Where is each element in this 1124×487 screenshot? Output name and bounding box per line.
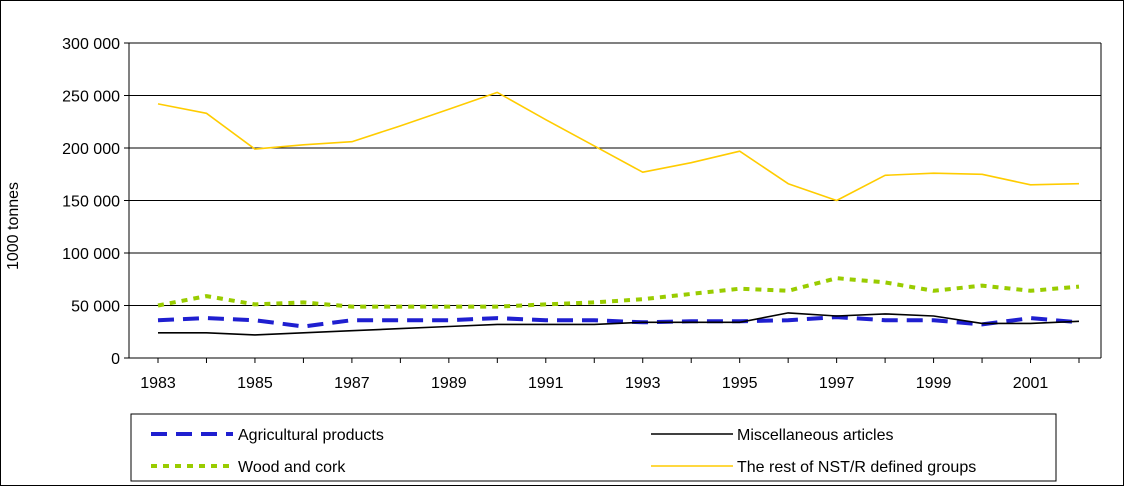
y-tick-label: 200 000	[62, 141, 120, 158]
legend-label: Miscellaneous articles	[737, 427, 894, 444]
series-line-the-rest-of-nst-r-defined-groups	[157, 91, 1080, 202]
y-tick-label: 250 000	[62, 89, 120, 106]
legend: Agricultural products Miscellaneous artic…	[130, 413, 1057, 482]
x-tick-labels: 1983 1985 1987 1989 1991 1993 1995 1997 1999 2001	[140, 375, 1048, 392]
legend-label: Wood and cork	[238, 459, 346, 476]
series-line-agricultural-products	[157, 315, 1080, 329]
x-tick-label: 1991	[528, 375, 564, 392]
axes	[124, 42, 1102, 363]
series-line-wood-and-cork	[157, 276, 1080, 309]
x-tick-label: 1989	[431, 375, 467, 392]
legend-label: Agricultural products	[238, 427, 384, 444]
y-tick-label: 0	[111, 351, 120, 368]
x-tick-label: 1997	[819, 375, 855, 392]
x-tick-label: 1985	[237, 375, 273, 392]
series-lines	[157, 91, 1080, 336]
legend-label: The rest of NST/R defined groups	[737, 459, 976, 476]
x-tick-label: 1993	[625, 375, 661, 392]
x-tick-label: 1995	[722, 375, 758, 392]
x-tick-label: 1987	[334, 375, 370, 392]
x-tick-label: 1999	[916, 375, 952, 392]
x-tick-label: 2001	[1013, 375, 1049, 392]
series-line-miscellaneous-articles	[158, 312, 1080, 336]
gridlines	[129, 42, 1101, 306]
y-axis-title: 1000 tonnes	[5, 182, 22, 270]
y-tick-label: 150 000	[62, 194, 120, 211]
legend-box	[130, 413, 1057, 482]
y-tick-label: 100 000	[62, 246, 120, 263]
y-tick-label: 50 000	[71, 299, 120, 316]
y-tick-label: 300 000	[62, 36, 120, 53]
x-tick-label: 1983	[140, 375, 176, 392]
y-tick-labels: 0 50 000 100 000 150 000 200 000 250 000 300 0…	[62, 36, 120, 368]
